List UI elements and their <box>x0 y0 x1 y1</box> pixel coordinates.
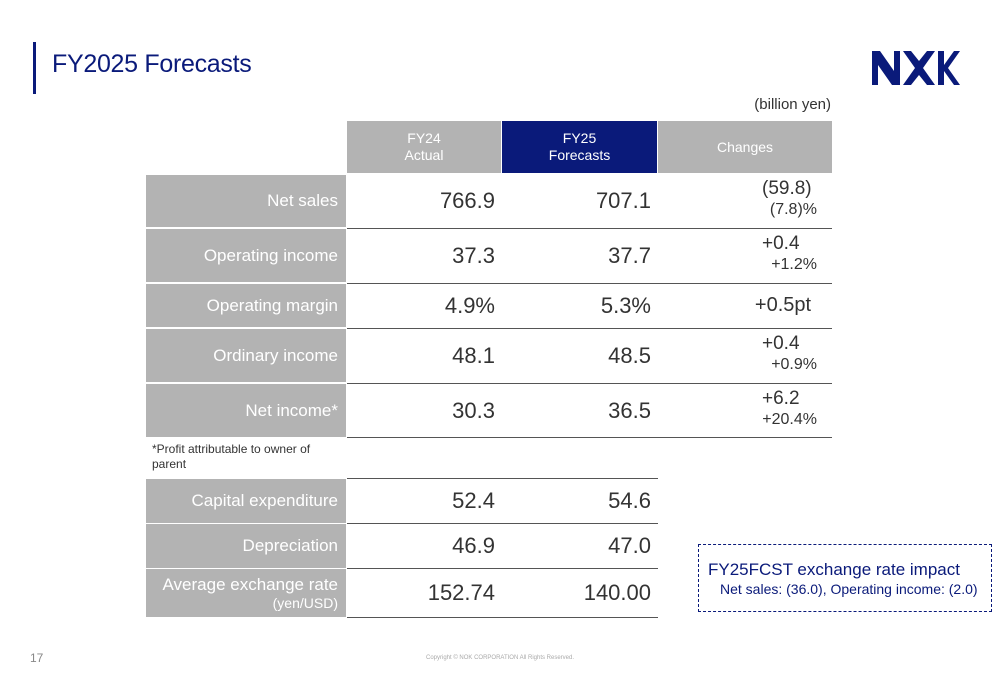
fx-impact-box <box>698 544 992 612</box>
row-label-depreciation: Depreciation <box>146 524 346 568</box>
row-label-operating-margin: Operating margin <box>146 284 346 327</box>
column-header-fy24-year: FY24 <box>407 130 441 146</box>
column-header-fy24: FY24 Actual <box>347 121 501 173</box>
change-value: +0.4 <box>762 233 800 254</box>
row-divider <box>347 617 658 618</box>
column-header-fy25: FY25 Forecasts <box>502 121 657 173</box>
column-header-changes-label: Changes <box>716 138 774 155</box>
cell-depreciation-fy24: 46.9 <box>452 533 495 558</box>
nok-logo <box>872 51 960 85</box>
column-header-changes: Changes <box>658 121 832 173</box>
row-divider <box>347 523 658 524</box>
row-divider <box>347 383 832 384</box>
cell-net-sales-change: (59.8) (7.8)% <box>735 178 817 219</box>
cell-net-income-fy24: 30.3 <box>452 397 495 423</box>
unit-label: (billion yen) <box>754 96 831 113</box>
cell-operating-margin-fy25: 5.3% <box>600 292 651 318</box>
cell-operating-income-change: +0.4 +1.2% <box>735 233 817 274</box>
row-label-net-sales: Net sales <box>146 175 346 227</box>
copyright-notice: Copyright © NOK CORPORATION All Rights R… <box>425 655 575 661</box>
cell-capex-fy24: 52.4 <box>452 488 495 513</box>
row-label-text: Depreciation <box>242 536 338 555</box>
fx-impact-title: FY25FCST exchange rate impact <box>708 560 960 579</box>
fx-impact-detail: Net sales: (36.0), Operating income: (2.… <box>720 581 978 597</box>
cell-capex-fy25: 54.6 <box>608 488 651 513</box>
cell-operating-margin-fy24: 4.9% <box>444 292 495 318</box>
row-label-net-income: Net income* <box>146 384 346 437</box>
row-label-ordinary-income: Ordinary income <box>146 329 346 382</box>
column-header-fy25-year: FY25 <box>562 130 597 146</box>
page-title: FY2025 Forecasts <box>52 50 252 78</box>
row-label-text: Ordinary income <box>213 345 338 365</box>
change-value: (59.8) <box>762 178 812 199</box>
cell-net-sales-fy24: 766.9 <box>439 188 495 213</box>
row-divider <box>347 328 832 329</box>
cell-operating-income-fy24: 37.3 <box>452 242 495 268</box>
title-accent-bar <box>33 42 36 94</box>
cell-net-income-change: +6.2 +20.4% <box>735 388 817 429</box>
column-header-fy25-type: Forecasts <box>548 147 611 163</box>
footnote: *Profit attributable to owner of parent <box>152 442 311 471</box>
cell-net-income-fy25: 36.5 <box>608 397 651 423</box>
cell-ordinary-income-fy25: 48.5 <box>608 342 651 368</box>
row-label-text: Net income* <box>245 400 338 420</box>
row-divider <box>347 283 832 284</box>
row-label-operating-income: Operating income <box>146 229 346 282</box>
row-sublabel-text: (yen/USD) <box>272 594 338 611</box>
change-value: +6.2 <box>762 388 800 409</box>
row-label-text: Operating income <box>203 245 338 265</box>
cell-exchange-rate-fy24: 152.74 <box>427 580 495 605</box>
cell-net-sales-fy25: 707.1 <box>595 188 651 213</box>
cell-operating-income-fy25: 37.7 <box>608 242 651 268</box>
change-percent: +20.4% <box>762 411 817 428</box>
row-label-capital-expenditure: Capital expenditure <box>146 479 346 523</box>
row-divider <box>347 478 658 479</box>
row-label-average-exchange-rate: Average exchange rate (yen/USD) <box>146 569 346 617</box>
row-label-text: Average exchange rate <box>162 574 338 594</box>
cell-ordinary-income-change: +0.4 +0.9% <box>735 333 817 374</box>
row-label-text: Capital expenditure <box>191 491 338 510</box>
change-percent: (7.8)% <box>769 201 817 218</box>
column-header-fy24-type: Actual <box>404 147 444 163</box>
cell-operating-margin-change: +0.5pt <box>754 294 812 316</box>
cell-exchange-rate-fy25: 140.00 <box>583 580 651 605</box>
row-label-text: Operating margin <box>206 295 338 315</box>
change-value: +0.4 <box>762 333 800 354</box>
change-percent: +1.2% <box>771 256 817 273</box>
row-divider <box>347 437 832 438</box>
change-percent: +0.9% <box>771 356 817 373</box>
row-divider <box>347 568 658 569</box>
row-divider <box>347 228 832 229</box>
page-number: 17 <box>30 651 44 665</box>
cell-depreciation-fy25: 47.0 <box>608 533 651 558</box>
row-label-text: Net sales <box>267 191 338 210</box>
cell-ordinary-income-fy24: 48.1 <box>452 342 495 368</box>
